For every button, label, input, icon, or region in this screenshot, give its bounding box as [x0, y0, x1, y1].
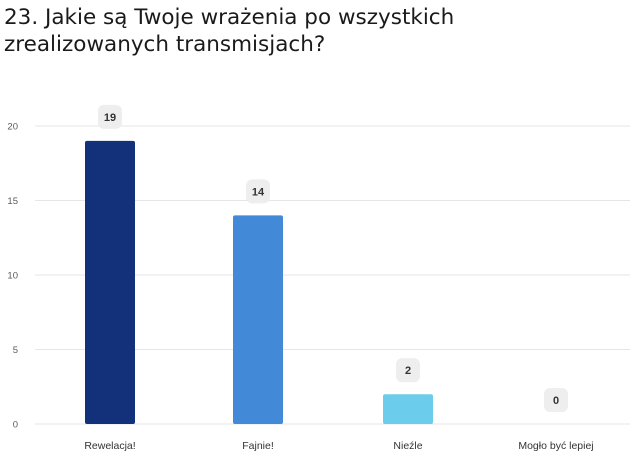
y-tick-label: 5 [13, 345, 18, 356]
data-label-background [98, 104, 122, 129]
x-tick-label: Rewelacja! [84, 440, 135, 452]
bar [85, 140, 135, 424]
bar [233, 215, 283, 424]
y-tick-label: 15 [7, 196, 18, 207]
x-tick-label: Mogło być lepiej [518, 440, 593, 452]
data-labels: 19 14 2 0 [98, 104, 568, 412]
x-axis: Rewelacja! Fajnie! Nieźle Mogło być lepiej [84, 440, 593, 452]
data-label-background [544, 388, 568, 412]
data-label-background [396, 358, 420, 383]
y-tick-label: 10 [7, 271, 18, 282]
data-label: 2 [405, 365, 411, 377]
x-tick-label: Fajnie! [242, 440, 274, 452]
y-axis: 0 5 10 15 20 [7, 122, 18, 431]
data-label: 0 [553, 395, 559, 407]
bars [85, 140, 433, 424]
x-tick-label: Nieźle [393, 440, 422, 452]
data-label: 19 [104, 112, 116, 124]
y-tick-label: 0 [13, 420, 18, 431]
y-tick-label: 20 [7, 122, 18, 133]
data-label: 14 [252, 186, 265, 198]
page-title: 23. Jakie są Twoje wrażenia po wszystkic… [4, 5, 455, 57]
data-label-background [246, 179, 270, 204]
bar [383, 394, 433, 424]
